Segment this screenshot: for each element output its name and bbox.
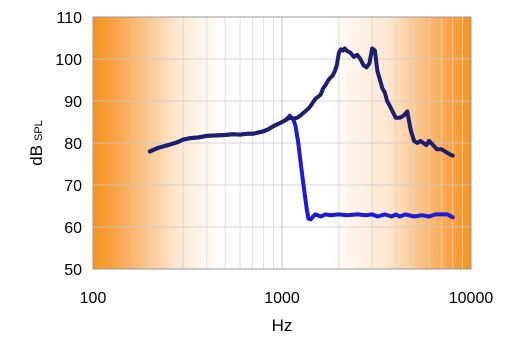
plot-area xyxy=(92,16,472,270)
plot-frame xyxy=(92,16,472,270)
y-tick-label: 50 xyxy=(64,262,82,279)
y-axis-label: dB SPL xyxy=(27,120,46,166)
x-tick-label: 100 xyxy=(80,290,107,307)
y-tick-label: 110 xyxy=(56,10,82,27)
grid-lines xyxy=(93,17,471,269)
y-axis-label-sub: SPL xyxy=(33,120,45,141)
y-tick-label: 100 xyxy=(55,52,82,69)
x-axis-ticks: 100 1000 10000 xyxy=(80,290,494,307)
x-tick-label: 1000 xyxy=(264,290,300,307)
y-axis-ticks: 50 60 70 80 90 100 110 xyxy=(55,10,82,279)
x-tick-label: 10000 xyxy=(449,290,494,307)
series-line-upper xyxy=(147,46,455,158)
series-layer xyxy=(147,46,455,222)
y-tick-label: 70 xyxy=(64,178,82,195)
x-axis-label: Hz xyxy=(272,316,293,335)
y-tick-label: 90 xyxy=(64,94,82,111)
y-axis-label-main: dB xyxy=(27,145,46,166)
y-tick-label: 80 xyxy=(64,136,82,153)
y-tick-label: 60 xyxy=(64,220,82,237)
